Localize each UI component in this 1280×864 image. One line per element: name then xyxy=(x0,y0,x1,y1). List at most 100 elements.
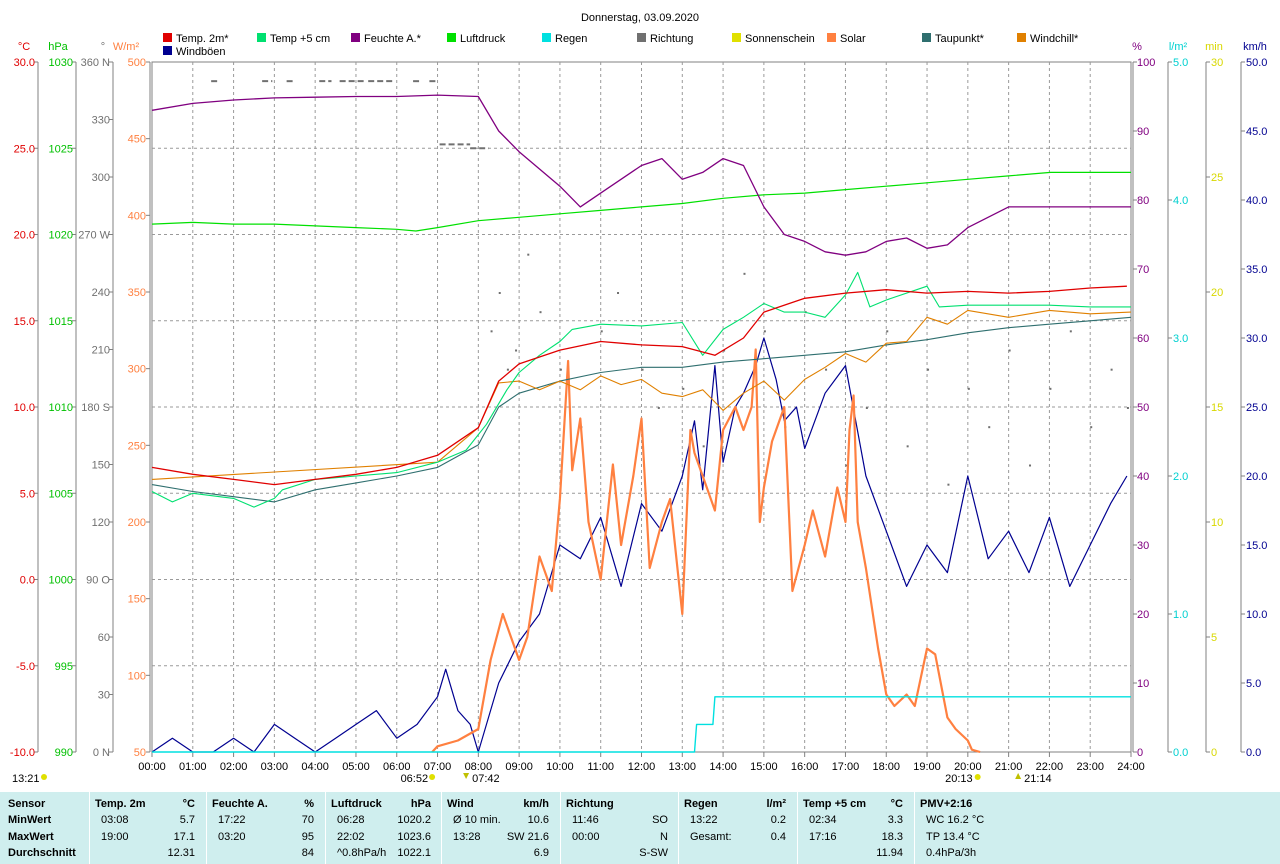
series xyxy=(151,80,1132,754)
time-tick-label: 10:00 xyxy=(546,761,574,773)
wind-axis-tick-label: 10.0 xyxy=(1246,609,1267,621)
rain-axis-unit: l/m² xyxy=(1169,41,1188,53)
direction-point xyxy=(906,445,909,448)
stats-column-divider xyxy=(206,792,207,864)
legend-label: Sonnenschein xyxy=(745,33,815,45)
stats-cell: Regen xyxy=(684,798,718,810)
temp-axis-tick-label: 5.0 xyxy=(20,488,35,500)
direction-point xyxy=(515,349,518,352)
legend-label: Richtung xyxy=(650,33,693,45)
solar-axis-tick-label: 250 xyxy=(128,440,146,452)
direction-point xyxy=(617,292,620,294)
solar-axis-tick-label: 200 xyxy=(128,517,146,529)
stats-cell: Temp +5 cm xyxy=(803,798,867,810)
solar-axis-tick-label: 400 xyxy=(128,210,146,222)
time-tick-label: 02:00 xyxy=(220,761,248,773)
direction-point xyxy=(947,483,950,486)
stats-cell: 18.3 xyxy=(881,831,903,843)
direction-point xyxy=(927,368,930,371)
humidity-axis-tick-label: 10 xyxy=(1137,678,1149,690)
direction-axis-tick-label: 30 xyxy=(98,690,110,702)
stats-cell: 95 xyxy=(301,831,314,843)
wind-axis-tick-label: 20.0 xyxy=(1246,471,1267,483)
temp-axis-tick-label: 15.0 xyxy=(14,316,35,328)
direction-point xyxy=(539,311,542,314)
sunshine-axis-tick-label: 15 xyxy=(1211,402,1223,414)
stats-cell: Ø 10 min. xyxy=(453,814,501,826)
legend-label: Feuchte A.* xyxy=(364,33,422,45)
time-tick-label: 03:00 xyxy=(261,761,289,773)
direction-axis-unit: ° xyxy=(101,41,105,53)
wind-axis-tick-label: 15.0 xyxy=(1246,540,1267,552)
direction-axis-tick-label: 180 S xyxy=(81,402,110,414)
stats-column-divider xyxy=(914,792,915,864)
wind-axis-unit: km/h xyxy=(1243,41,1267,53)
pressure-axis-tick-label: 995 xyxy=(55,661,73,673)
stats-cell: SW 21.6 xyxy=(506,831,549,843)
time-tick-label: 16:00 xyxy=(791,761,819,773)
time-tick-label: 11:00 xyxy=(587,761,614,773)
solar-axis-tick-label: 300 xyxy=(128,364,146,376)
direction-point xyxy=(559,368,562,371)
arrow-up-icon xyxy=(1015,773,1022,779)
legend-swatch xyxy=(1017,33,1026,42)
sunshine-start-label: 13:21 xyxy=(12,773,40,785)
stats-cell: 0.4 xyxy=(770,831,786,843)
stats-cell: 1022.1 xyxy=(397,847,431,859)
direction-point xyxy=(682,387,685,390)
direction-point xyxy=(865,407,868,409)
sunset-icon xyxy=(974,774,981,780)
stats-cell: 17:16 xyxy=(809,831,837,843)
series-line xyxy=(151,337,1128,753)
time-tick-label: 15:00 xyxy=(750,761,778,773)
direction-point xyxy=(886,330,889,333)
stats-cell: 12.31 xyxy=(167,847,195,859)
wind-axis-tick-label: 25.0 xyxy=(1246,402,1267,414)
direction-point xyxy=(1126,407,1129,409)
stats-cell: 6.9 xyxy=(533,847,549,859)
direction-axis-tick-label: 120 xyxy=(92,517,110,529)
direction-point xyxy=(763,330,766,333)
direction-point xyxy=(641,368,644,371)
direction-point xyxy=(988,426,991,429)
stats-cell: 17.1 xyxy=(173,831,195,843)
stats-cell: ^0.8hPa/h xyxy=(337,847,387,859)
stats-cell: Feuchte A. xyxy=(212,798,268,810)
legend: Temp. 2m* Temp +5 cm Feuchte A.* Luftdruck R… xyxy=(163,33,1079,58)
temp-axis-tick-label: -10.0 xyxy=(10,747,35,759)
direction-point xyxy=(1069,330,1072,333)
humidity-axis-tick-label: 0 xyxy=(1137,747,1143,759)
direction-point xyxy=(498,292,501,294)
stats-column-divider xyxy=(89,792,90,864)
wind-axis-tick-label: 40.0 xyxy=(1246,195,1267,207)
stats-cell: hPa xyxy=(410,798,431,810)
stats-cell: 70 xyxy=(301,814,314,826)
time-tick-label: 20:00 xyxy=(954,761,982,773)
series-line xyxy=(151,309,1132,480)
pressure-axis-tick-label: 990 xyxy=(55,747,73,759)
series-line xyxy=(151,271,1131,508)
legend-swatch xyxy=(827,33,836,42)
temp-axis-unit: °C xyxy=(18,41,30,53)
stats-cell: 0.2 xyxy=(770,814,786,826)
stats-cell: °C xyxy=(182,798,195,810)
direction-point xyxy=(1029,464,1032,467)
stats-column: Richtung 11:46 SO 00:00 N S-SW xyxy=(560,792,672,864)
humidity-axis-tick-label: 100 xyxy=(1137,57,1155,69)
legend-swatch xyxy=(542,33,551,42)
time-tick-label: 00:00 xyxy=(138,761,166,773)
direction-point xyxy=(845,464,848,467)
legend-swatch xyxy=(163,46,172,55)
stats-cell: 1020.2 xyxy=(397,814,431,826)
direction-point xyxy=(490,330,493,333)
sunrise-label: 06:52 xyxy=(401,773,429,785)
solar-axis-unit: W/m² xyxy=(113,41,140,53)
sunshine-axis-tick-label: 20 xyxy=(1211,287,1223,299)
direction-axis-tick-label: 270 W xyxy=(78,230,110,242)
solar-axis-tick-label: 500 xyxy=(128,57,146,69)
stats-column-divider xyxy=(797,792,798,864)
stats-cell: MaxWert xyxy=(8,831,54,843)
direction-axis-tick-label: 90 O xyxy=(86,575,110,587)
time-tick-label: 18:00 xyxy=(872,761,900,773)
grid xyxy=(151,61,1132,753)
